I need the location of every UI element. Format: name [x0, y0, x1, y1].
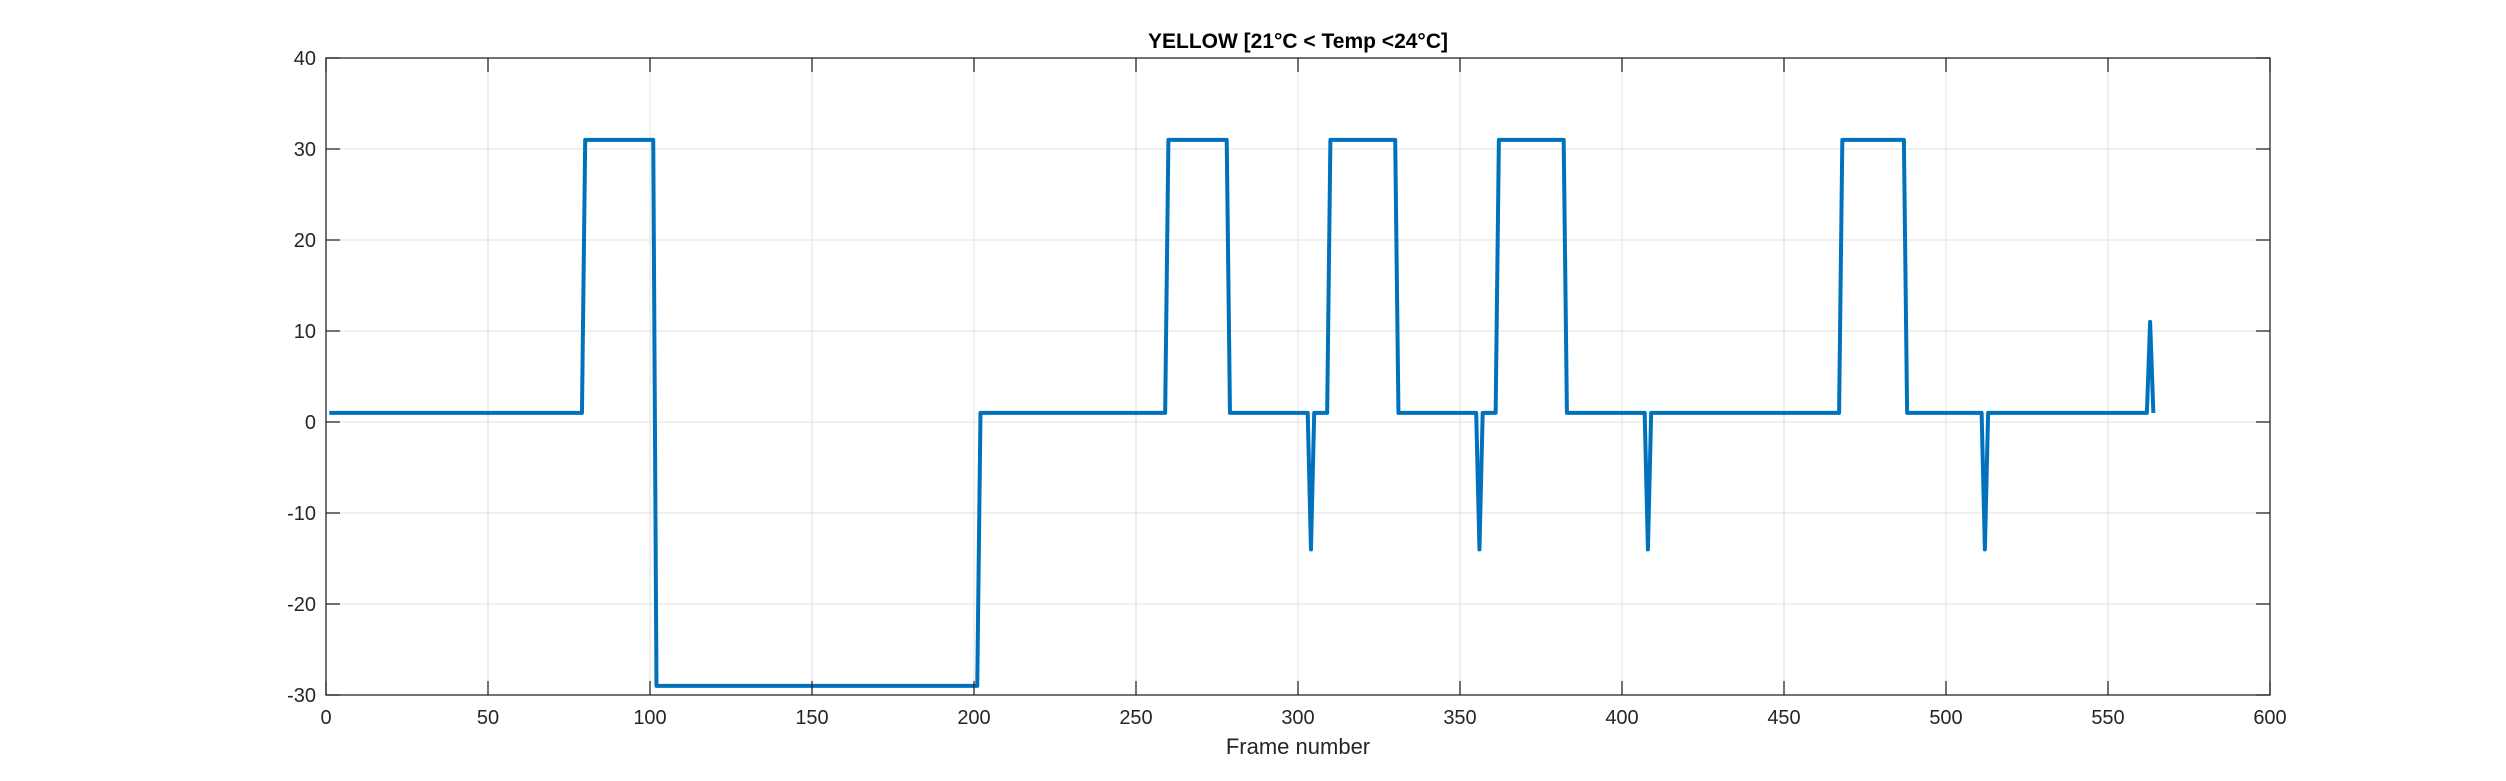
x-tick-label: 500	[1929, 707, 1962, 729]
x-tick-label: 300	[1281, 707, 1314, 729]
x-tick-label: 0	[320, 707, 331, 729]
y-tick-labels: -30 -20 -10 0 10 20 30 40	[287, 48, 316, 707]
y-tick-label: -20	[287, 594, 316, 616]
y-tick-label: 30	[294, 139, 316, 161]
x-axis-label: Frame number	[1226, 734, 1370, 759]
x-tick-labels: 0 50 100 150 200 250 300 350 400 450 500 550 600	[320, 707, 2286, 729]
y-tick-label: 0	[305, 412, 316, 434]
x-tick-label: 100	[633, 707, 666, 729]
y-tick-label: -10	[287, 503, 316, 525]
x-tick-label: 550	[2091, 707, 2124, 729]
chart-title: YELLOW [21°C < Temp <24°C]	[1148, 30, 1448, 53]
y-tick-label: 40	[294, 48, 316, 70]
x-tick-label: 400	[1605, 707, 1638, 729]
x-tick-label: 350	[1443, 707, 1476, 729]
x-tick-label: 600	[2253, 707, 2286, 729]
y-tick-label: 20	[294, 230, 316, 252]
y-tick-label: 10	[294, 321, 316, 343]
x-tick-label: 200	[957, 707, 990, 729]
axes	[325, 57, 2271, 696]
data-series-line	[329, 137, 2156, 688]
x-tick-label: 250	[1119, 707, 1152, 729]
x-tick-label: 450	[1767, 707, 1800, 729]
x-tick-label: 150	[795, 707, 828, 729]
grid	[326, 58, 2270, 695]
y-tick-label: -30	[287, 685, 316, 707]
x-tick-label: 50	[477, 707, 499, 729]
